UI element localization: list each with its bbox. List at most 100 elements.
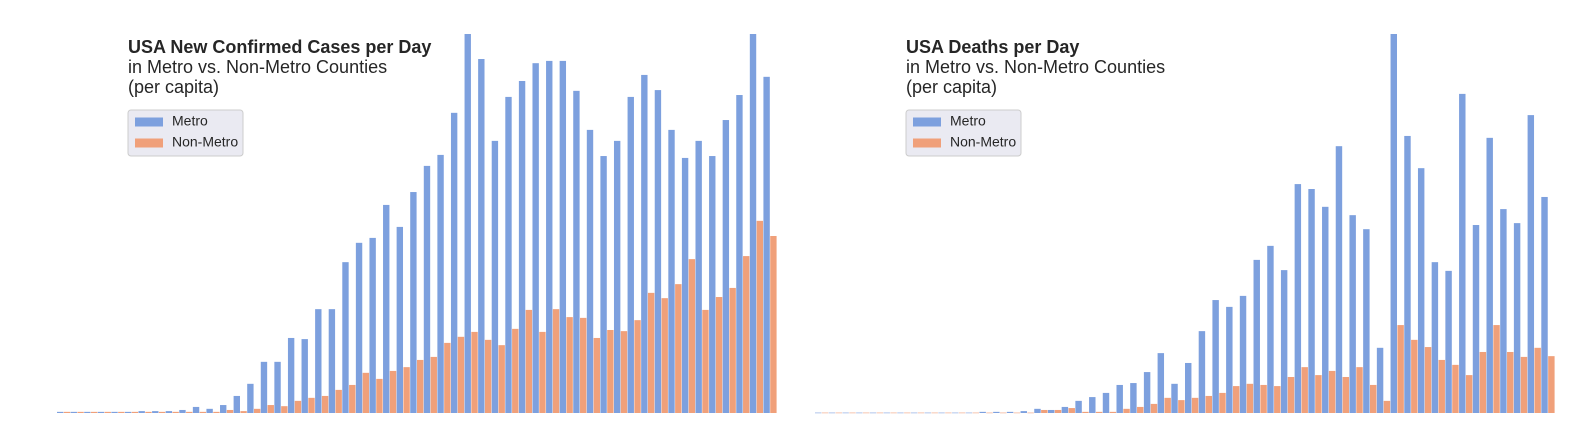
bar (883, 412, 890, 414)
bar (1486, 137, 1493, 413)
bar (1267, 245, 1274, 413)
bar (417, 359, 424, 413)
bar (862, 412, 870, 414)
bar (342, 262, 349, 413)
bar (1232, 386, 1240, 413)
bar (1034, 408, 1041, 413)
bar (1541, 196, 1548, 413)
bar (253, 408, 261, 413)
bar (267, 405, 274, 413)
bar (172, 411, 179, 413)
bar (869, 412, 877, 414)
bar (308, 397, 315, 413)
bar (1548, 356, 1555, 413)
bar (821, 412, 829, 414)
bar (1445, 270, 1452, 413)
bar (607, 329, 614, 413)
bar (1205, 395, 1212, 413)
bar (1534, 347, 1541, 413)
bar (586, 129, 594, 413)
bar (450, 112, 458, 413)
bar (972, 412, 980, 414)
bar (152, 411, 159, 413)
legend-swatch (135, 117, 163, 127)
bar (1082, 411, 1089, 413)
bar (1472, 225, 1480, 413)
bar (484, 339, 492, 413)
bar (321, 395, 329, 413)
bar (206, 408, 213, 413)
bar (958, 412, 966, 414)
bar (226, 409, 234, 413)
bar (1253, 259, 1260, 413)
bar (525, 309, 533, 413)
bar (842, 412, 849, 414)
chart-title: USA New Confirmed Cases per Day (128, 37, 431, 57)
bar (828, 412, 836, 414)
bar (498, 345, 505, 413)
bar (1397, 325, 1404, 413)
bar (917, 412, 925, 414)
legend-swatch (913, 138, 941, 148)
bar (179, 409, 186, 413)
bar (478, 59, 485, 413)
bar (1363, 229, 1370, 413)
bar (362, 372, 370, 413)
chart-subtitle: (per capita) (128, 77, 219, 97)
bar (580, 317, 587, 413)
bar (471, 331, 478, 413)
bar (1137, 406, 1144, 413)
bar (1157, 353, 1165, 413)
bar (743, 256, 750, 413)
bar (627, 96, 634, 413)
bar (1411, 339, 1418, 413)
bar (301, 339, 308, 413)
bar (1260, 384, 1267, 413)
bar (546, 60, 553, 414)
bar (315, 309, 322, 413)
bar (512, 328, 519, 413)
bar (63, 411, 71, 413)
bar (430, 356, 437, 413)
bar (952, 412, 959, 414)
bar (1520, 356, 1528, 413)
bar (634, 320, 641, 413)
bar (1465, 375, 1473, 413)
bar (1315, 375, 1322, 413)
bar (213, 411, 220, 413)
bar (1479, 351, 1487, 413)
bar (931, 412, 938, 414)
bar (1116, 384, 1123, 413)
bar (1047, 409, 1055, 413)
bar (756, 220, 764, 413)
bar (1383, 400, 1391, 413)
bar (856, 412, 863, 414)
bar (186, 411, 193, 413)
bar (729, 287, 736, 413)
bar (566, 317, 573, 413)
bar (668, 129, 675, 413)
bar (1513, 223, 1521, 413)
bar (890, 412, 897, 414)
bar (1089, 397, 1096, 413)
bar (192, 406, 200, 413)
bar (240, 411, 247, 413)
bar (247, 383, 254, 413)
bar (1301, 367, 1308, 413)
bar (1404, 135, 1411, 414)
bar (1349, 215, 1356, 413)
bar (437, 154, 444, 413)
chart-subtitle: in Metro vs. Non-Metro Counties (906, 57, 1165, 77)
bar (118, 411, 125, 413)
bar (876, 412, 884, 414)
bar (355, 242, 363, 413)
bar (965, 412, 973, 414)
bar (220, 405, 227, 413)
bar (1020, 411, 1027, 413)
bar (532, 63, 539, 414)
bar (924, 412, 932, 414)
bar (1342, 376, 1350, 413)
bar (1356, 367, 1363, 413)
bar (1041, 409, 1048, 413)
bar (1335, 146, 1343, 413)
